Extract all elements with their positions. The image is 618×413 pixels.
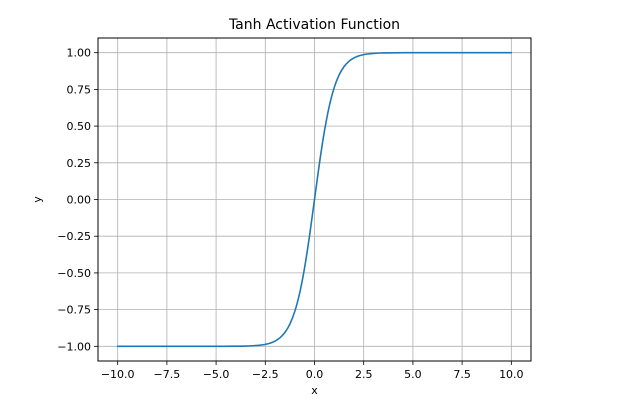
y-tick-label: −0.75 bbox=[57, 304, 91, 317]
ticks-layer: −10.0 −7.5 −5.0 −2.5 0.0 2.5 5.0 7.5 10.0 −1.00 −0… bbox=[57, 47, 523, 381]
y-tick-label: −0.25 bbox=[57, 230, 91, 243]
x-axis-label: x bbox=[311, 384, 318, 397]
series-line-tanh bbox=[116, 51, 513, 348]
y-tick-label: 0.50 bbox=[67, 120, 92, 133]
chart-title: Tanh Activation Function bbox=[228, 17, 400, 33]
x-tick-label: 10.0 bbox=[499, 368, 524, 381]
y-tick-label: −1.00 bbox=[57, 340, 91, 353]
x-tick-label: −10.0 bbox=[101, 368, 135, 381]
x-tick-label: −2.5 bbox=[252, 368, 279, 381]
x-tick-label: 7.5 bbox=[453, 368, 471, 381]
x-tick-label: 5.0 bbox=[404, 368, 422, 381]
y-tick-label: 0.00 bbox=[67, 194, 92, 207]
y-tick-label: 0.25 bbox=[67, 157, 92, 170]
x-tick-label: 0.0 bbox=[306, 368, 324, 381]
y-tick-label: 0.75 bbox=[67, 83, 92, 96]
x-tick-label: −5.0 bbox=[203, 368, 230, 381]
y-tick-label: −0.50 bbox=[57, 267, 91, 280]
y-axis-label: y bbox=[31, 196, 44, 203]
x-tick-label: 2.5 bbox=[355, 368, 373, 381]
y-tick-label: 1.00 bbox=[67, 47, 92, 60]
x-tick-label: −7.5 bbox=[154, 368, 181, 381]
